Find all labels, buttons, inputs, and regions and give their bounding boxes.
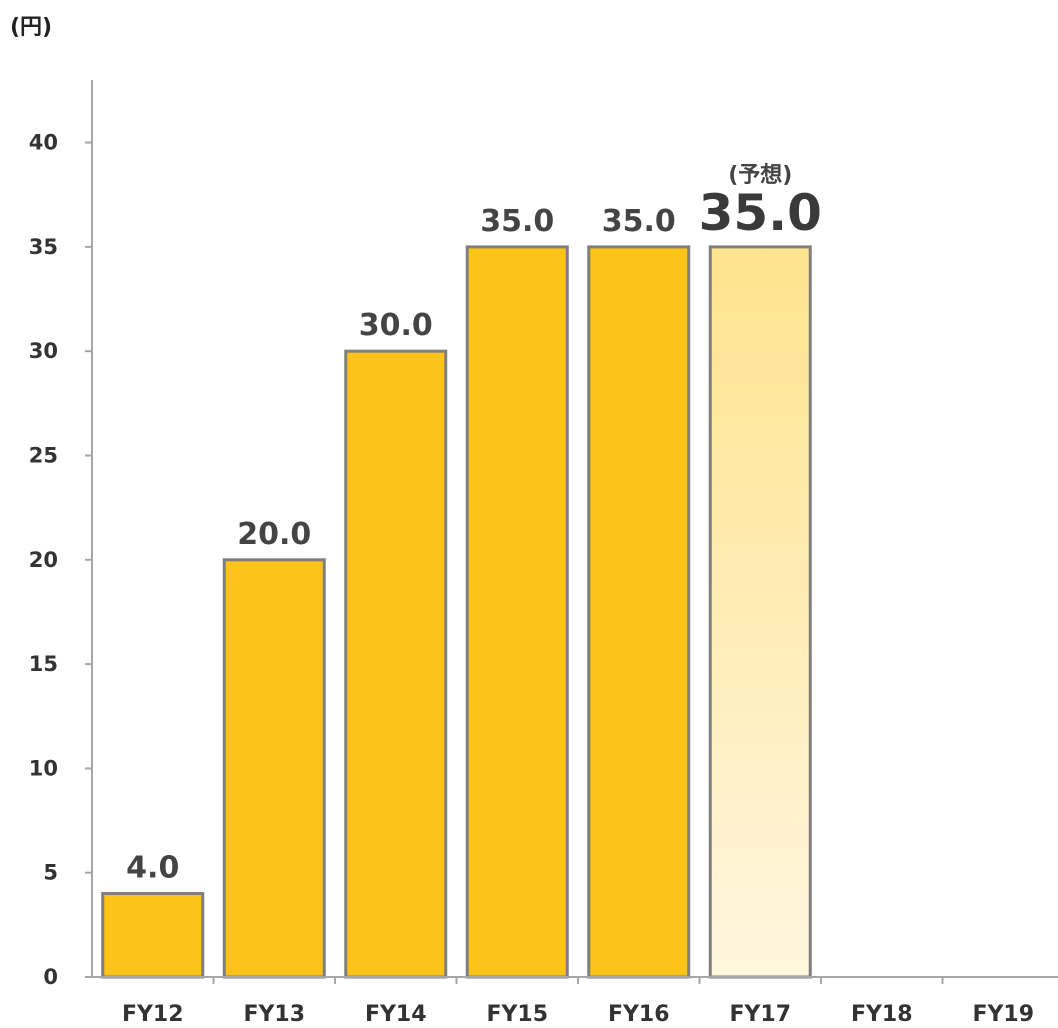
bar — [587, 245, 691, 979]
forecast-label: (予想) — [728, 163, 792, 188]
bars — [101, 245, 812, 979]
data-label-forecast: 35.0 — [699, 184, 822, 242]
bar-forecast — [708, 245, 812, 979]
bar — [465, 245, 569, 979]
bar — [101, 892, 205, 979]
data-labels: 4.020.030.035.0 35.0 35.0(予想) — [126, 163, 822, 886]
y-tick-label: 10 — [29, 756, 58, 780]
x-category-label: FY16 — [608, 1002, 670, 1027]
x-category-label: FY12 — [122, 1002, 184, 1027]
y-tick-label: 40 — [29, 131, 58, 155]
bar — [344, 349, 448, 979]
x-category-label: FY14 — [365, 1002, 427, 1027]
bar — [222, 558, 326, 979]
x-category-label: FY19 — [972, 1002, 1034, 1027]
x-category-label: FY17 — [729, 1002, 791, 1027]
x-category-label: FY15 — [486, 1002, 548, 1027]
y-tick-label: 30 — [29, 339, 58, 363]
data-label: 35.0 — [602, 204, 676, 239]
y-tick-label: 20 — [29, 548, 58, 572]
y-tick-label: 15 — [29, 652, 58, 676]
y-tick-label: 25 — [29, 443, 58, 467]
y-tick-label: 5 — [43, 861, 58, 885]
y-tick-label: 35 — [29, 235, 58, 259]
data-label: 30.0 — [359, 308, 433, 343]
x-category-label: FY13 — [243, 1002, 305, 1027]
y-tick-label: 0 — [43, 965, 58, 989]
x-category-label: FY18 — [851, 1002, 913, 1027]
y-axis-unit-label: (円) — [10, 15, 52, 40]
data-label: 4.0 — [126, 851, 179, 886]
x-axis: FY12 FY13 FY14 FY15 FY16 FY17 FY18 FY19 — [92, 976, 1058, 1027]
data-label: 35.0 — [480, 204, 554, 239]
y-axis: 0 5 10 15 20 25 30 35 40 — [29, 80, 93, 989]
data-label: 20.0 — [237, 517, 311, 552]
